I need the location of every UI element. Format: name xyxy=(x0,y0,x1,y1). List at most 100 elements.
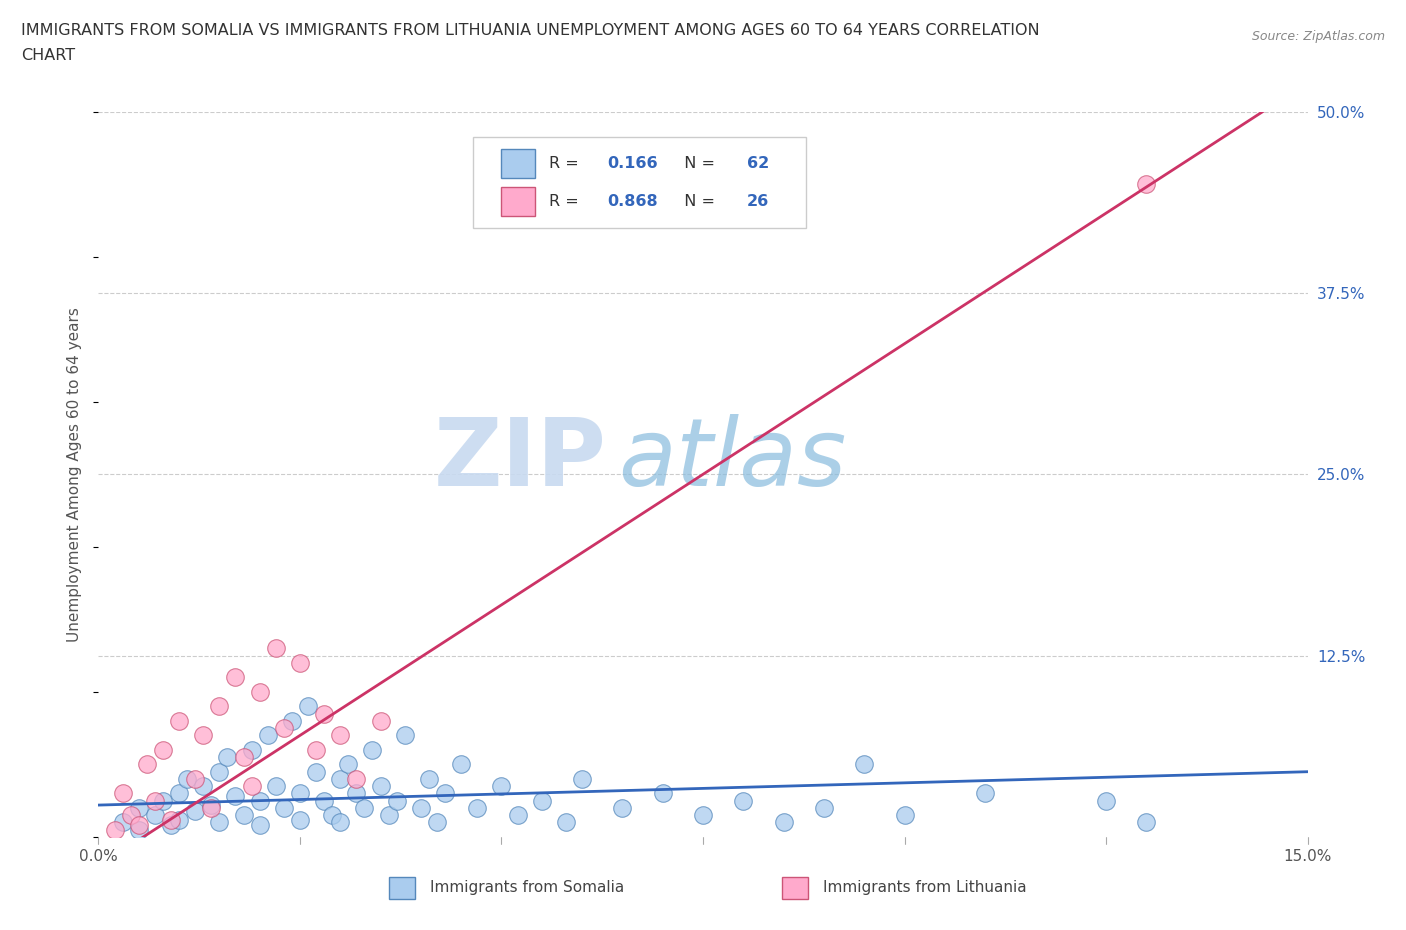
Point xyxy=(491,778,513,793)
Point xyxy=(974,786,997,801)
Point xyxy=(370,778,392,793)
Point xyxy=(288,656,311,671)
Point xyxy=(176,772,198,787)
Point xyxy=(128,818,150,833)
Point xyxy=(1135,177,1157,192)
FancyBboxPatch shape xyxy=(501,149,534,178)
Point xyxy=(200,798,222,813)
Point xyxy=(167,713,190,728)
Point xyxy=(281,713,304,728)
Point xyxy=(208,815,231,830)
Point xyxy=(249,684,271,699)
Point xyxy=(128,822,150,837)
FancyBboxPatch shape xyxy=(501,187,534,216)
Point xyxy=(314,793,336,808)
Text: Source: ZipAtlas.com: Source: ZipAtlas.com xyxy=(1251,30,1385,43)
Point xyxy=(273,801,295,816)
Point xyxy=(305,742,328,757)
Point xyxy=(208,699,231,714)
Text: N =: N = xyxy=(673,194,720,209)
Point xyxy=(128,801,150,816)
Point xyxy=(409,801,432,816)
Text: atlas: atlas xyxy=(619,414,846,505)
Point xyxy=(353,801,375,816)
Point xyxy=(256,728,278,743)
Point xyxy=(465,801,488,816)
Point xyxy=(394,728,416,743)
Point xyxy=(152,742,174,757)
Point xyxy=(506,808,529,823)
Text: ZIP: ZIP xyxy=(433,414,606,506)
Point xyxy=(314,706,336,721)
Text: R =: R = xyxy=(550,194,585,209)
Point xyxy=(152,793,174,808)
Point xyxy=(385,793,408,808)
Point xyxy=(240,778,263,793)
Point xyxy=(160,812,183,827)
FancyBboxPatch shape xyxy=(388,877,415,898)
Point xyxy=(249,818,271,833)
Point xyxy=(103,822,125,837)
Text: R =: R = xyxy=(550,155,585,170)
Point xyxy=(329,728,352,743)
Point xyxy=(111,786,134,801)
Point xyxy=(135,757,157,772)
Point xyxy=(530,793,553,808)
Point xyxy=(111,815,134,830)
Point xyxy=(217,750,239,764)
Point xyxy=(143,808,166,823)
Text: CHART: CHART xyxy=(21,48,75,63)
Point xyxy=(184,772,207,787)
Text: 0.166: 0.166 xyxy=(607,155,658,170)
Point xyxy=(264,778,287,793)
Point xyxy=(853,757,876,772)
Point xyxy=(555,815,578,830)
Text: IMMIGRANTS FROM SOMALIA VS IMMIGRANTS FROM LITHUANIA UNEMPLOYMENT AMONG AGES 60 : IMMIGRANTS FROM SOMALIA VS IMMIGRANTS FR… xyxy=(21,23,1039,38)
Point xyxy=(297,699,319,714)
FancyBboxPatch shape xyxy=(782,877,808,898)
Point xyxy=(208,764,231,779)
Text: Immigrants from Lithuania: Immigrants from Lithuania xyxy=(823,881,1026,896)
Y-axis label: Unemployment Among Ages 60 to 64 years: Unemployment Among Ages 60 to 64 years xyxy=(67,307,83,642)
Text: 62: 62 xyxy=(747,155,769,170)
Point xyxy=(651,786,673,801)
Point xyxy=(232,808,254,823)
Point xyxy=(160,818,183,833)
Point xyxy=(893,808,915,823)
Point xyxy=(733,793,755,808)
Point xyxy=(200,801,222,816)
Point xyxy=(120,808,142,823)
Point xyxy=(361,742,384,757)
Point xyxy=(612,801,634,816)
Point xyxy=(1135,815,1157,830)
Point xyxy=(321,808,343,823)
Point xyxy=(337,757,360,772)
Point xyxy=(426,815,449,830)
Point xyxy=(143,793,166,808)
Point xyxy=(571,772,593,787)
Point xyxy=(288,812,311,827)
Text: 26: 26 xyxy=(747,194,769,209)
Point xyxy=(167,812,190,827)
Point xyxy=(329,772,352,787)
Point xyxy=(1095,793,1118,808)
Point xyxy=(167,786,190,801)
Point xyxy=(344,772,367,787)
Point xyxy=(193,778,215,793)
Point xyxy=(772,815,794,830)
Point xyxy=(377,808,399,823)
Point xyxy=(434,786,457,801)
FancyBboxPatch shape xyxy=(474,137,806,228)
Point xyxy=(813,801,835,816)
Point xyxy=(232,750,254,764)
Point xyxy=(273,721,295,736)
Point xyxy=(264,641,287,656)
Text: Immigrants from Somalia: Immigrants from Somalia xyxy=(430,881,624,896)
Point xyxy=(224,789,246,804)
Point xyxy=(224,670,246,684)
Point xyxy=(329,815,352,830)
Point xyxy=(240,742,263,757)
Point xyxy=(370,713,392,728)
Point xyxy=(450,757,472,772)
Point xyxy=(692,808,714,823)
